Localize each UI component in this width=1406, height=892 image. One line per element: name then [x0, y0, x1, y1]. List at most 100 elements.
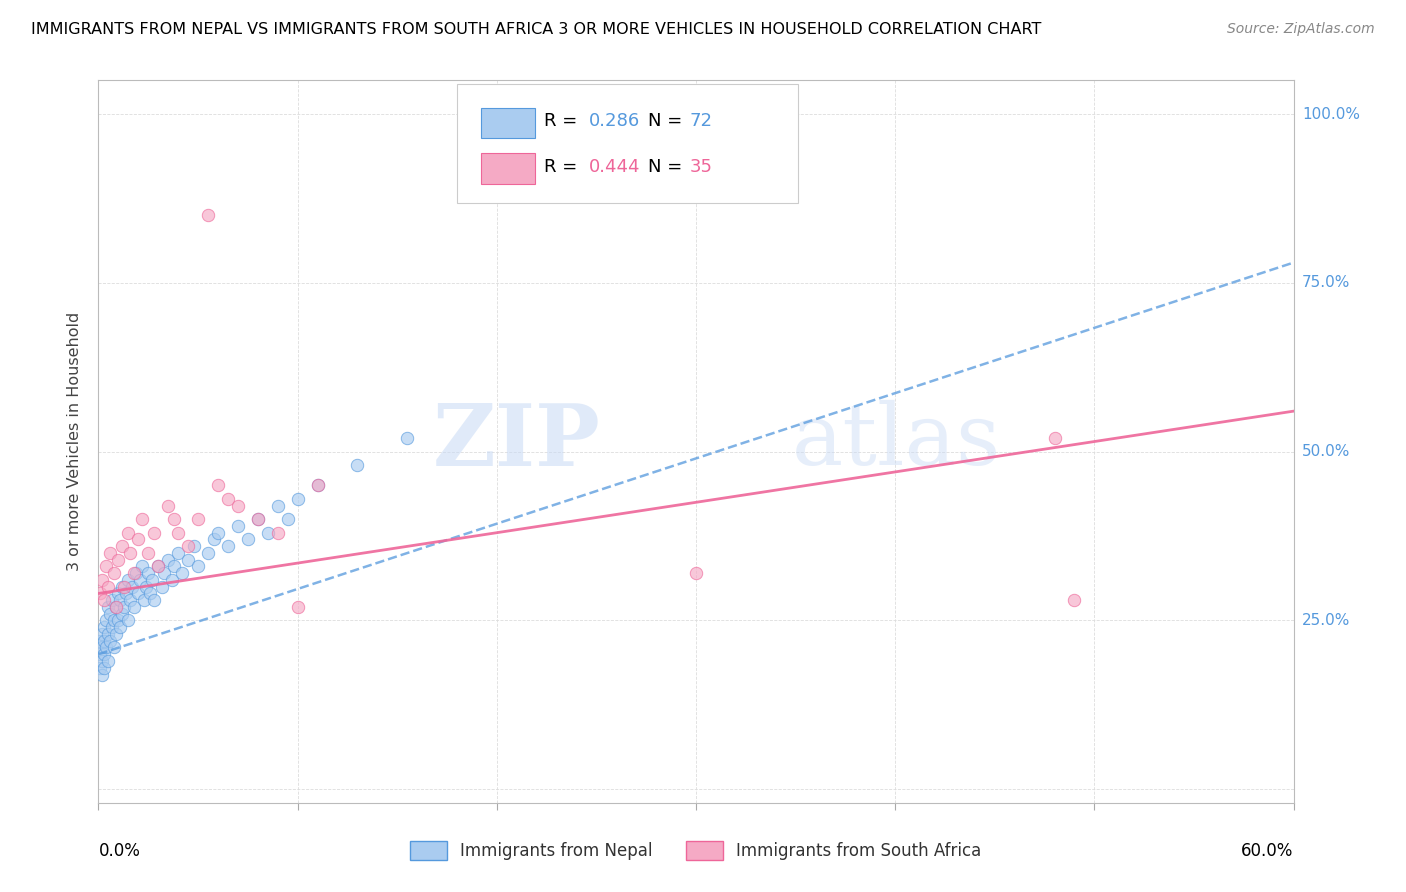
Point — [124, 566, 146, 581]
Text: 25.0%: 25.0% — [1302, 613, 1350, 628]
Point — [117, 573, 139, 587]
Point — [111, 580, 134, 594]
Text: N =: N = — [648, 112, 688, 130]
Point — [125, 566, 148, 581]
Point — [127, 533, 149, 547]
Point — [115, 586, 138, 600]
Text: ZIP: ZIP — [433, 400, 600, 483]
Point — [287, 491, 309, 506]
Point — [105, 599, 128, 614]
Point — [177, 552, 200, 566]
Point — [267, 525, 290, 540]
Point — [98, 607, 122, 621]
Text: 100.0%: 100.0% — [1302, 106, 1360, 121]
Point — [117, 525, 139, 540]
Point — [167, 546, 190, 560]
Text: 60.0%: 60.0% — [1241, 842, 1294, 860]
Point — [141, 573, 163, 587]
Point — [97, 627, 120, 641]
Point — [1063, 593, 1085, 607]
Text: R =: R = — [544, 158, 583, 176]
Point — [93, 633, 115, 648]
Text: atlas: atlas — [792, 400, 1001, 483]
Point — [236, 533, 259, 547]
Point — [97, 580, 120, 594]
Y-axis label: 3 or more Vehicles in Household: 3 or more Vehicles in Household — [67, 312, 83, 571]
Point — [217, 539, 239, 553]
Point — [226, 519, 249, 533]
Point — [89, 661, 111, 675]
Point — [89, 633, 111, 648]
Point — [160, 573, 183, 587]
Point — [207, 525, 229, 540]
Point — [153, 566, 176, 581]
Text: IMMIGRANTS FROM NEPAL VS IMMIGRANTS FROM SOUTH AFRICA 3 OR MORE VEHICLES IN HOUS: IMMIGRANTS FROM NEPAL VS IMMIGRANTS FROM… — [31, 22, 1042, 37]
Point — [163, 559, 186, 574]
Point — [197, 208, 219, 222]
Point — [396, 431, 419, 445]
Point — [105, 627, 128, 641]
Point — [136, 566, 159, 581]
Point — [267, 499, 290, 513]
Point — [197, 546, 219, 560]
Point — [89, 586, 111, 600]
Point — [246, 512, 269, 526]
Point — [346, 458, 368, 472]
Point — [107, 614, 129, 628]
Point — [91, 573, 114, 587]
Text: 0.0%: 0.0% — [98, 842, 141, 860]
Point — [202, 533, 225, 547]
Point — [117, 614, 139, 628]
Point — [107, 586, 129, 600]
Text: Source: ZipAtlas.com: Source: ZipAtlas.com — [1227, 22, 1375, 37]
Point — [143, 525, 166, 540]
Point — [91, 654, 114, 668]
Point — [129, 573, 152, 587]
Text: 72: 72 — [690, 112, 713, 130]
FancyBboxPatch shape — [457, 84, 797, 203]
Point — [226, 499, 249, 513]
Text: 0.286: 0.286 — [589, 112, 640, 130]
Point — [217, 491, 239, 506]
Point — [97, 654, 120, 668]
Point — [93, 620, 115, 634]
Point — [111, 607, 134, 621]
Point — [150, 580, 173, 594]
Point — [148, 559, 170, 574]
Point — [127, 586, 149, 600]
Point — [120, 546, 142, 560]
Point — [131, 512, 153, 526]
Point — [111, 539, 134, 553]
Point — [121, 580, 143, 594]
Point — [172, 566, 194, 581]
Point — [93, 593, 115, 607]
Bar — [481, 153, 534, 184]
Text: N =: N = — [648, 158, 688, 176]
Point — [105, 599, 128, 614]
Point — [187, 559, 209, 574]
Point — [89, 647, 111, 661]
Point — [134, 593, 156, 607]
Legend: Immigrants from Nepal, Immigrants from South Africa: Immigrants from Nepal, Immigrants from S… — [404, 834, 988, 867]
Point — [1043, 431, 1066, 445]
Point — [110, 593, 132, 607]
Point — [139, 586, 162, 600]
Point — [177, 539, 200, 553]
Point — [207, 478, 229, 492]
Point — [112, 580, 135, 594]
Bar — [481, 108, 534, 138]
Point — [103, 566, 125, 581]
Point — [97, 599, 120, 614]
Text: R =: R = — [544, 112, 583, 130]
Point — [101, 620, 124, 634]
Point — [96, 614, 118, 628]
Point — [112, 599, 135, 614]
Point — [277, 512, 299, 526]
Point — [91, 667, 114, 681]
Point — [91, 640, 114, 655]
Point — [110, 620, 132, 634]
Point — [93, 661, 115, 675]
Point — [124, 599, 146, 614]
Point — [187, 512, 209, 526]
Point — [98, 633, 122, 648]
